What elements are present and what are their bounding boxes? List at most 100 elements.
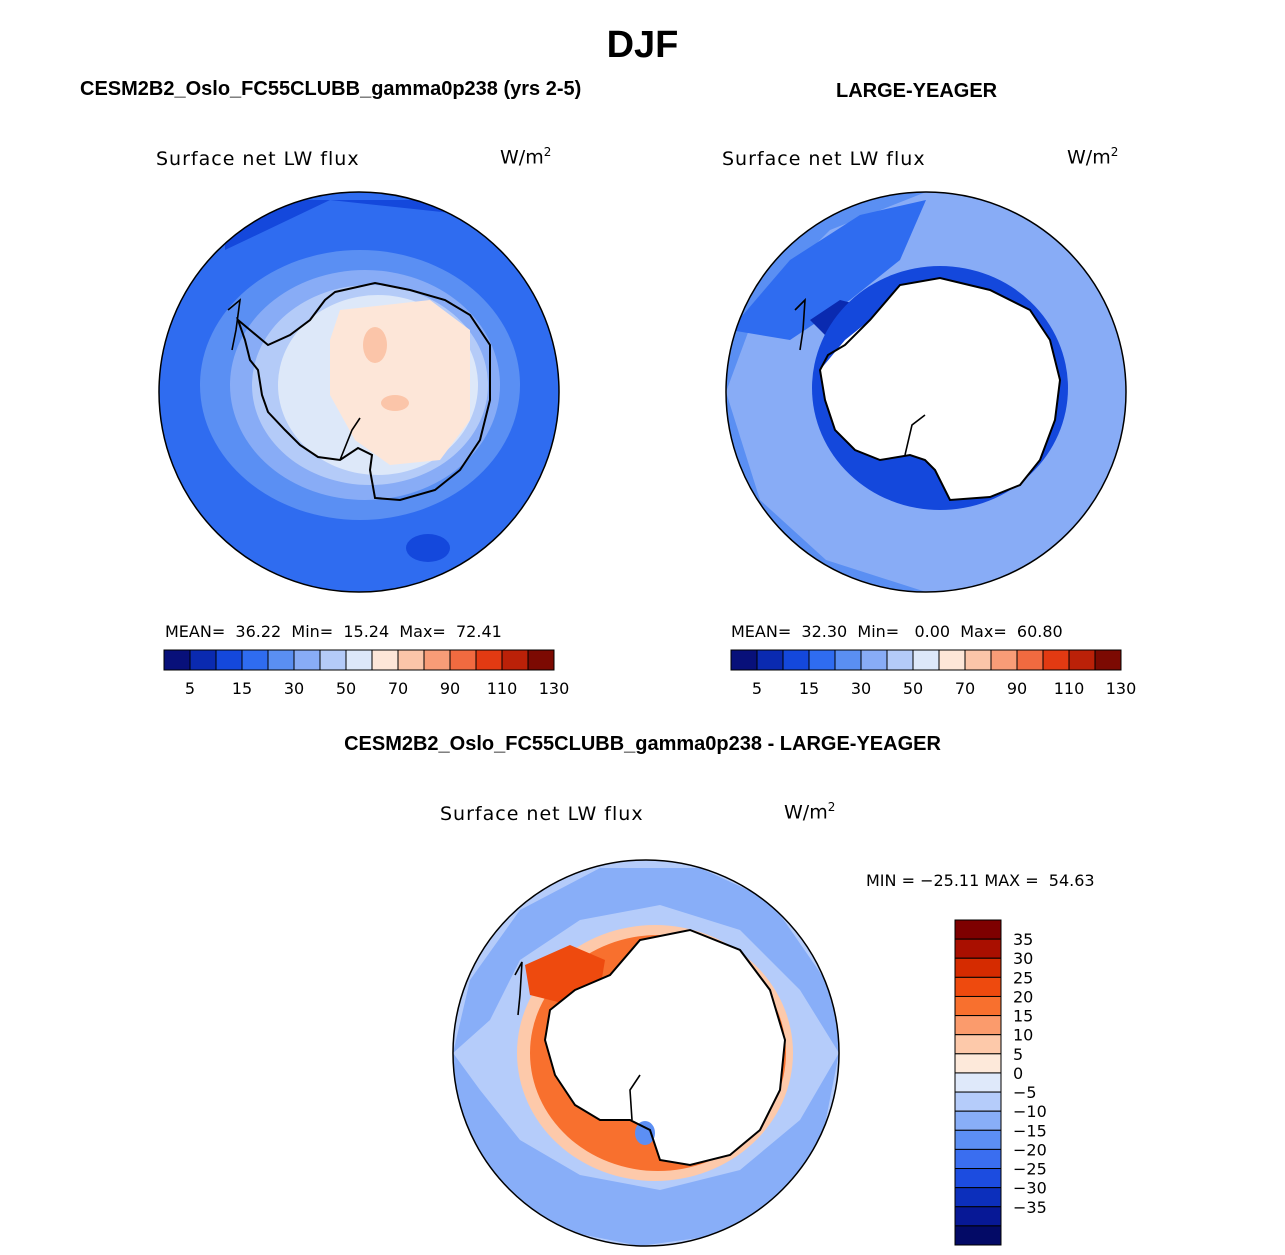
colorbar-tick-label: 0 <box>1013 1064 1023 1083</box>
test-variable-label: Surface net LW flux <box>156 148 360 170</box>
colorbar-tick-label: 70 <box>955 679 975 698</box>
obs-colorbar: 5 15 30 50 70 90 110 130 <box>730 649 1137 698</box>
colorbar-swatch <box>345 649 373 671</box>
colorbar-swatch <box>954 995 1002 1017</box>
min-label: MIN = <box>866 871 915 890</box>
land-mask <box>820 278 1060 500</box>
mean-value: 32.30 <box>801 622 848 641</box>
coastline <box>904 414 926 456</box>
map-border <box>725 191 1127 593</box>
colorbar-tick-label: 35 <box>1013 930 1033 949</box>
colorbar-swatch <box>886 649 914 671</box>
contour-band <box>453 1053 839 1246</box>
units-superscript: 2 <box>1110 145 1119 159</box>
colorbar-tick-label: 130 <box>539 679 570 698</box>
colorbar-swatch <box>954 1015 1002 1036</box>
colorbar-swatch <box>1094 649 1122 671</box>
colorbar-swatch <box>808 649 836 671</box>
colorbar-swatch <box>267 649 295 671</box>
land-mask <box>545 930 785 1165</box>
colorbar-tick-label: 30 <box>851 679 871 698</box>
colorbar-swatch <box>163 649 191 671</box>
diff-stats: MIN = −25.11 MAX = 54.63 <box>866 871 1095 890</box>
colorbar-tick-label: 30 <box>1013 949 1033 968</box>
colorbar-swatch <box>954 957 1002 978</box>
colorbar-tick-label: −30 <box>1013 1179 1047 1198</box>
colorbar-swatch <box>954 1053 1002 1074</box>
min-label: Min= <box>291 622 334 641</box>
coastline <box>227 298 242 351</box>
max-label: Max= <box>960 622 1007 641</box>
mean-label: MEAN= <box>165 622 226 641</box>
colorbar-swatch <box>954 1206 1002 1227</box>
colorbar-tick-label: 30 <box>284 679 304 698</box>
min-value: 0.00 <box>914 622 951 641</box>
max-value: 54.63 <box>1048 871 1095 890</box>
contour-band <box>635 1121 655 1145</box>
contour-band <box>363 327 387 363</box>
colorbar-tick-label: 5 <box>752 679 762 698</box>
colorbar-swatch <box>501 649 529 671</box>
colorbar-swatch <box>954 1091 1002 1112</box>
contour-band <box>730 200 926 340</box>
colorbar-tick-label: 110 <box>487 679 518 698</box>
colorbar-tick-label: 130 <box>1106 679 1137 698</box>
colorbar-tick-label: 15 <box>799 679 819 698</box>
colorbar-swatch <box>1042 649 1070 671</box>
colorbar-tick-label: −15 <box>1013 1121 1047 1140</box>
contour-band <box>406 534 450 562</box>
test-map <box>159 192 559 592</box>
coastline <box>794 297 806 351</box>
coastline <box>339 417 361 461</box>
test-colorbar: 5 15 30 50 70 90 110 130 <box>163 649 570 698</box>
min-label: Min= <box>857 622 900 641</box>
colorbar-tick-label: 20 <box>1013 987 1033 1006</box>
colorbar-tick-label: −10 <box>1013 1102 1047 1121</box>
obs-stats: MEAN= 32.30 Min= 0.00 Max= 60.80 <box>731 622 1063 641</box>
colorbar-swatch <box>954 1072 1002 1093</box>
min-value: −25.11 <box>920 871 980 890</box>
colorbar-swatch <box>397 649 425 671</box>
min-value: 15.24 <box>343 622 390 641</box>
colorbar-swatch <box>756 649 784 671</box>
colorbar-tick-label: −25 <box>1013 1160 1047 1179</box>
colorbar-swatch <box>215 649 243 671</box>
units-text: W/m <box>784 801 828 824</box>
mean-label: MEAN= <box>731 622 792 641</box>
colorbar-tick-label: −35 <box>1013 1198 1047 1217</box>
obs-map <box>726 192 1126 592</box>
colorbar-swatch <box>241 649 269 671</box>
max-value: 60.80 <box>1016 622 1063 641</box>
colorbar-swatch <box>189 649 217 671</box>
colorbar-swatch <box>730 649 758 671</box>
coastline <box>514 961 523 1016</box>
colorbar-tick-label: 10 <box>1013 1026 1033 1045</box>
colorbar-tick-label: 50 <box>336 679 356 698</box>
colorbar-swatch <box>938 649 966 671</box>
colorbar-swatch <box>475 649 503 671</box>
colorbar-swatch <box>954 1187 1002 1208</box>
units-superscript: 2 <box>827 800 836 814</box>
colorbar-swatch <box>954 976 1002 997</box>
map-border <box>158 191 560 593</box>
colorbar-swatch <box>860 649 888 671</box>
colorbar-swatch <box>912 649 940 671</box>
colorbar-swatch <box>834 649 862 671</box>
coastline <box>543 928 787 1167</box>
colorbar-swatch <box>1068 649 1096 671</box>
colorbar-swatch <box>954 1225 1002 1246</box>
colorbar-tick-label: 110 <box>1054 679 1085 698</box>
colorbar-swatch <box>954 1168 1002 1189</box>
colorbar-swatch <box>1016 649 1044 671</box>
colorbar-tick-label: 25 <box>1013 968 1033 987</box>
colorbar-tick-label: −20 <box>1013 1140 1047 1159</box>
map-border <box>452 859 840 1247</box>
test-panel-header: CESM2B2_Oslo_FC55CLUBB_gamma0p238 (yrs 2… <box>80 78 582 100</box>
colorbar-swatch <box>954 1034 1002 1055</box>
diff-variable-label: Surface net LW flux <box>440 803 644 825</box>
contour-band <box>453 868 839 1053</box>
colorbar-swatch <box>423 649 451 671</box>
page-title: DJF <box>606 24 679 66</box>
